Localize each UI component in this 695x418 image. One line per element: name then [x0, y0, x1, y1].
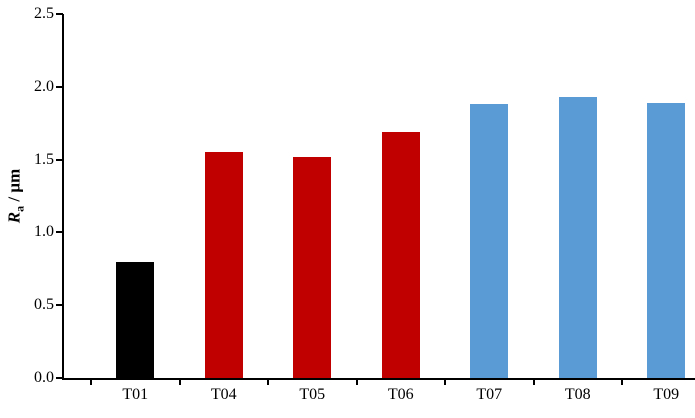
- y-tick-label: 1.0: [34, 223, 54, 241]
- x-tick-mark: [90, 379, 92, 385]
- y-axis-title-unit: / μm: [4, 168, 24, 206]
- y-tick-mark: [56, 13, 63, 15]
- x-tick-label-T06: T06: [387, 386, 414, 403]
- y-tick-mark: [56, 377, 63, 379]
- x-tick-label-T08: T08: [564, 386, 591, 403]
- y-tick-label: 1.5: [34, 150, 54, 168]
- x-tick-label-T01: T01: [122, 386, 149, 403]
- y-tick-mark: [56, 304, 63, 307]
- y-tick-mark: [56, 158, 63, 161]
- x-tick-mark: [355, 379, 358, 385]
- y-tick-label: 2.0: [34, 77, 54, 95]
- x-tick-mark: [267, 379, 269, 385]
- bar-T08: [558, 97, 597, 378]
- x-tick-mark: [444, 379, 446, 385]
- y-tick-label: 0.0: [34, 369, 54, 386]
- plot-area: T01 T04 T05 T06 T07 T08 T09 0.0 0.5 1.0 1.5 2.0 2.5: [34, 6, 695, 403]
- y-tick-mark: [56, 231, 63, 234]
- y-axis-title: Ra / μm: [4, 169, 27, 223]
- y-tick-label: 0.5: [34, 296, 54, 314]
- x-tick-mark: [178, 379, 181, 385]
- bar-T01: [116, 261, 155, 378]
- x-tick-label-T04: T04: [210, 386, 237, 403]
- x-tick-label-T07: T07: [476, 386, 503, 403]
- y-tick-mark: [56, 85, 63, 88]
- bar-T06: [381, 131, 420, 378]
- x-tick-mark: [532, 379, 535, 385]
- bar-T04: [204, 152, 243, 378]
- bar-T07: [470, 104, 509, 378]
- x-tick-mark: [621, 379, 623, 385]
- y-tick-label: 2.5: [34, 5, 54, 22]
- bar-T09: [647, 102, 686, 378]
- y-axis-title-symbol: R: [4, 211, 24, 224]
- x-tick-label-T09: T09: [653, 386, 680, 403]
- y-axis-title-subscript: a: [12, 205, 27, 212]
- x-tick-label-T05: T05: [299, 386, 326, 403]
- bar-T05: [293, 156, 332, 378]
